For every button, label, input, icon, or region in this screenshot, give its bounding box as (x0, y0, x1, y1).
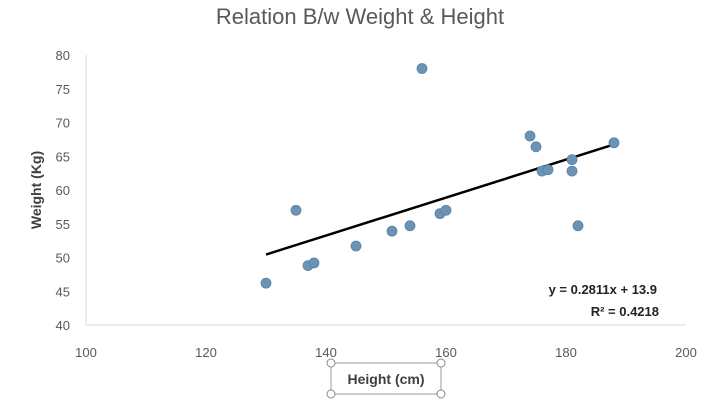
data-point (440, 204, 452, 216)
trendline (265, 143, 615, 256)
plot-area (85, 55, 686, 326)
data-point (290, 204, 302, 216)
y-tick-labels: 40 45 50 55 60 65 70 75 80 (56, 48, 70, 333)
y-tick-label: 70 (56, 116, 70, 131)
x-tick-label: 160 (435, 345, 457, 360)
x-axis-title-frame (330, 362, 442, 395)
data-point (350, 240, 362, 252)
resize-handle-bottom-right[interactable] (436, 389, 446, 399)
trendline-equation: y = 0.2811x + 13.9 (549, 282, 657, 297)
data-point (524, 130, 536, 142)
resize-handle-top-left[interactable] (326, 358, 336, 368)
data-point (260, 277, 272, 289)
x-tick-label: 180 (555, 345, 577, 360)
y-tick-label: 65 (56, 149, 70, 164)
y-axis-title: Weight (Kg) (28, 151, 44, 229)
resize-handle-bottom-left[interactable] (326, 389, 336, 399)
data-points (260, 63, 620, 289)
data-point (386, 225, 398, 237)
x-tick-label: 140 (315, 345, 337, 360)
data-point (416, 63, 428, 74)
y-tick-label: 80 (56, 48, 70, 63)
x-tick-label: 100 (75, 345, 97, 360)
x-tick-label: 120 (195, 345, 217, 360)
data-point (566, 154, 578, 166)
x-tick-label: 200 (675, 345, 697, 360)
y-tick-label: 50 (56, 251, 70, 266)
data-point (572, 220, 584, 232)
resize-handle-top-right[interactable] (436, 358, 446, 368)
chart-title: Relation B/w Weight & Height (216, 4, 504, 29)
data-point (530, 141, 542, 153)
y-tick-label: 45 (56, 284, 70, 299)
data-point (542, 164, 554, 176)
data-point (404, 220, 416, 232)
x-axis-title-box[interactable]: Height (cm) (326, 358, 446, 399)
data-point (308, 257, 320, 269)
r-squared-label: R² = 0.4218 (591, 304, 659, 319)
data-point (566, 165, 578, 177)
x-tick-labels: 100 120 140 160 180 200 (75, 345, 697, 360)
x-axis-title[interactable]: Height (cm) (348, 371, 425, 387)
y-tick-label: 75 (56, 82, 70, 97)
data-point (608, 137, 620, 149)
y-tick-label: 60 (56, 183, 70, 198)
y-tick-label: 55 (56, 217, 70, 232)
y-tick-label: 40 (56, 318, 70, 333)
